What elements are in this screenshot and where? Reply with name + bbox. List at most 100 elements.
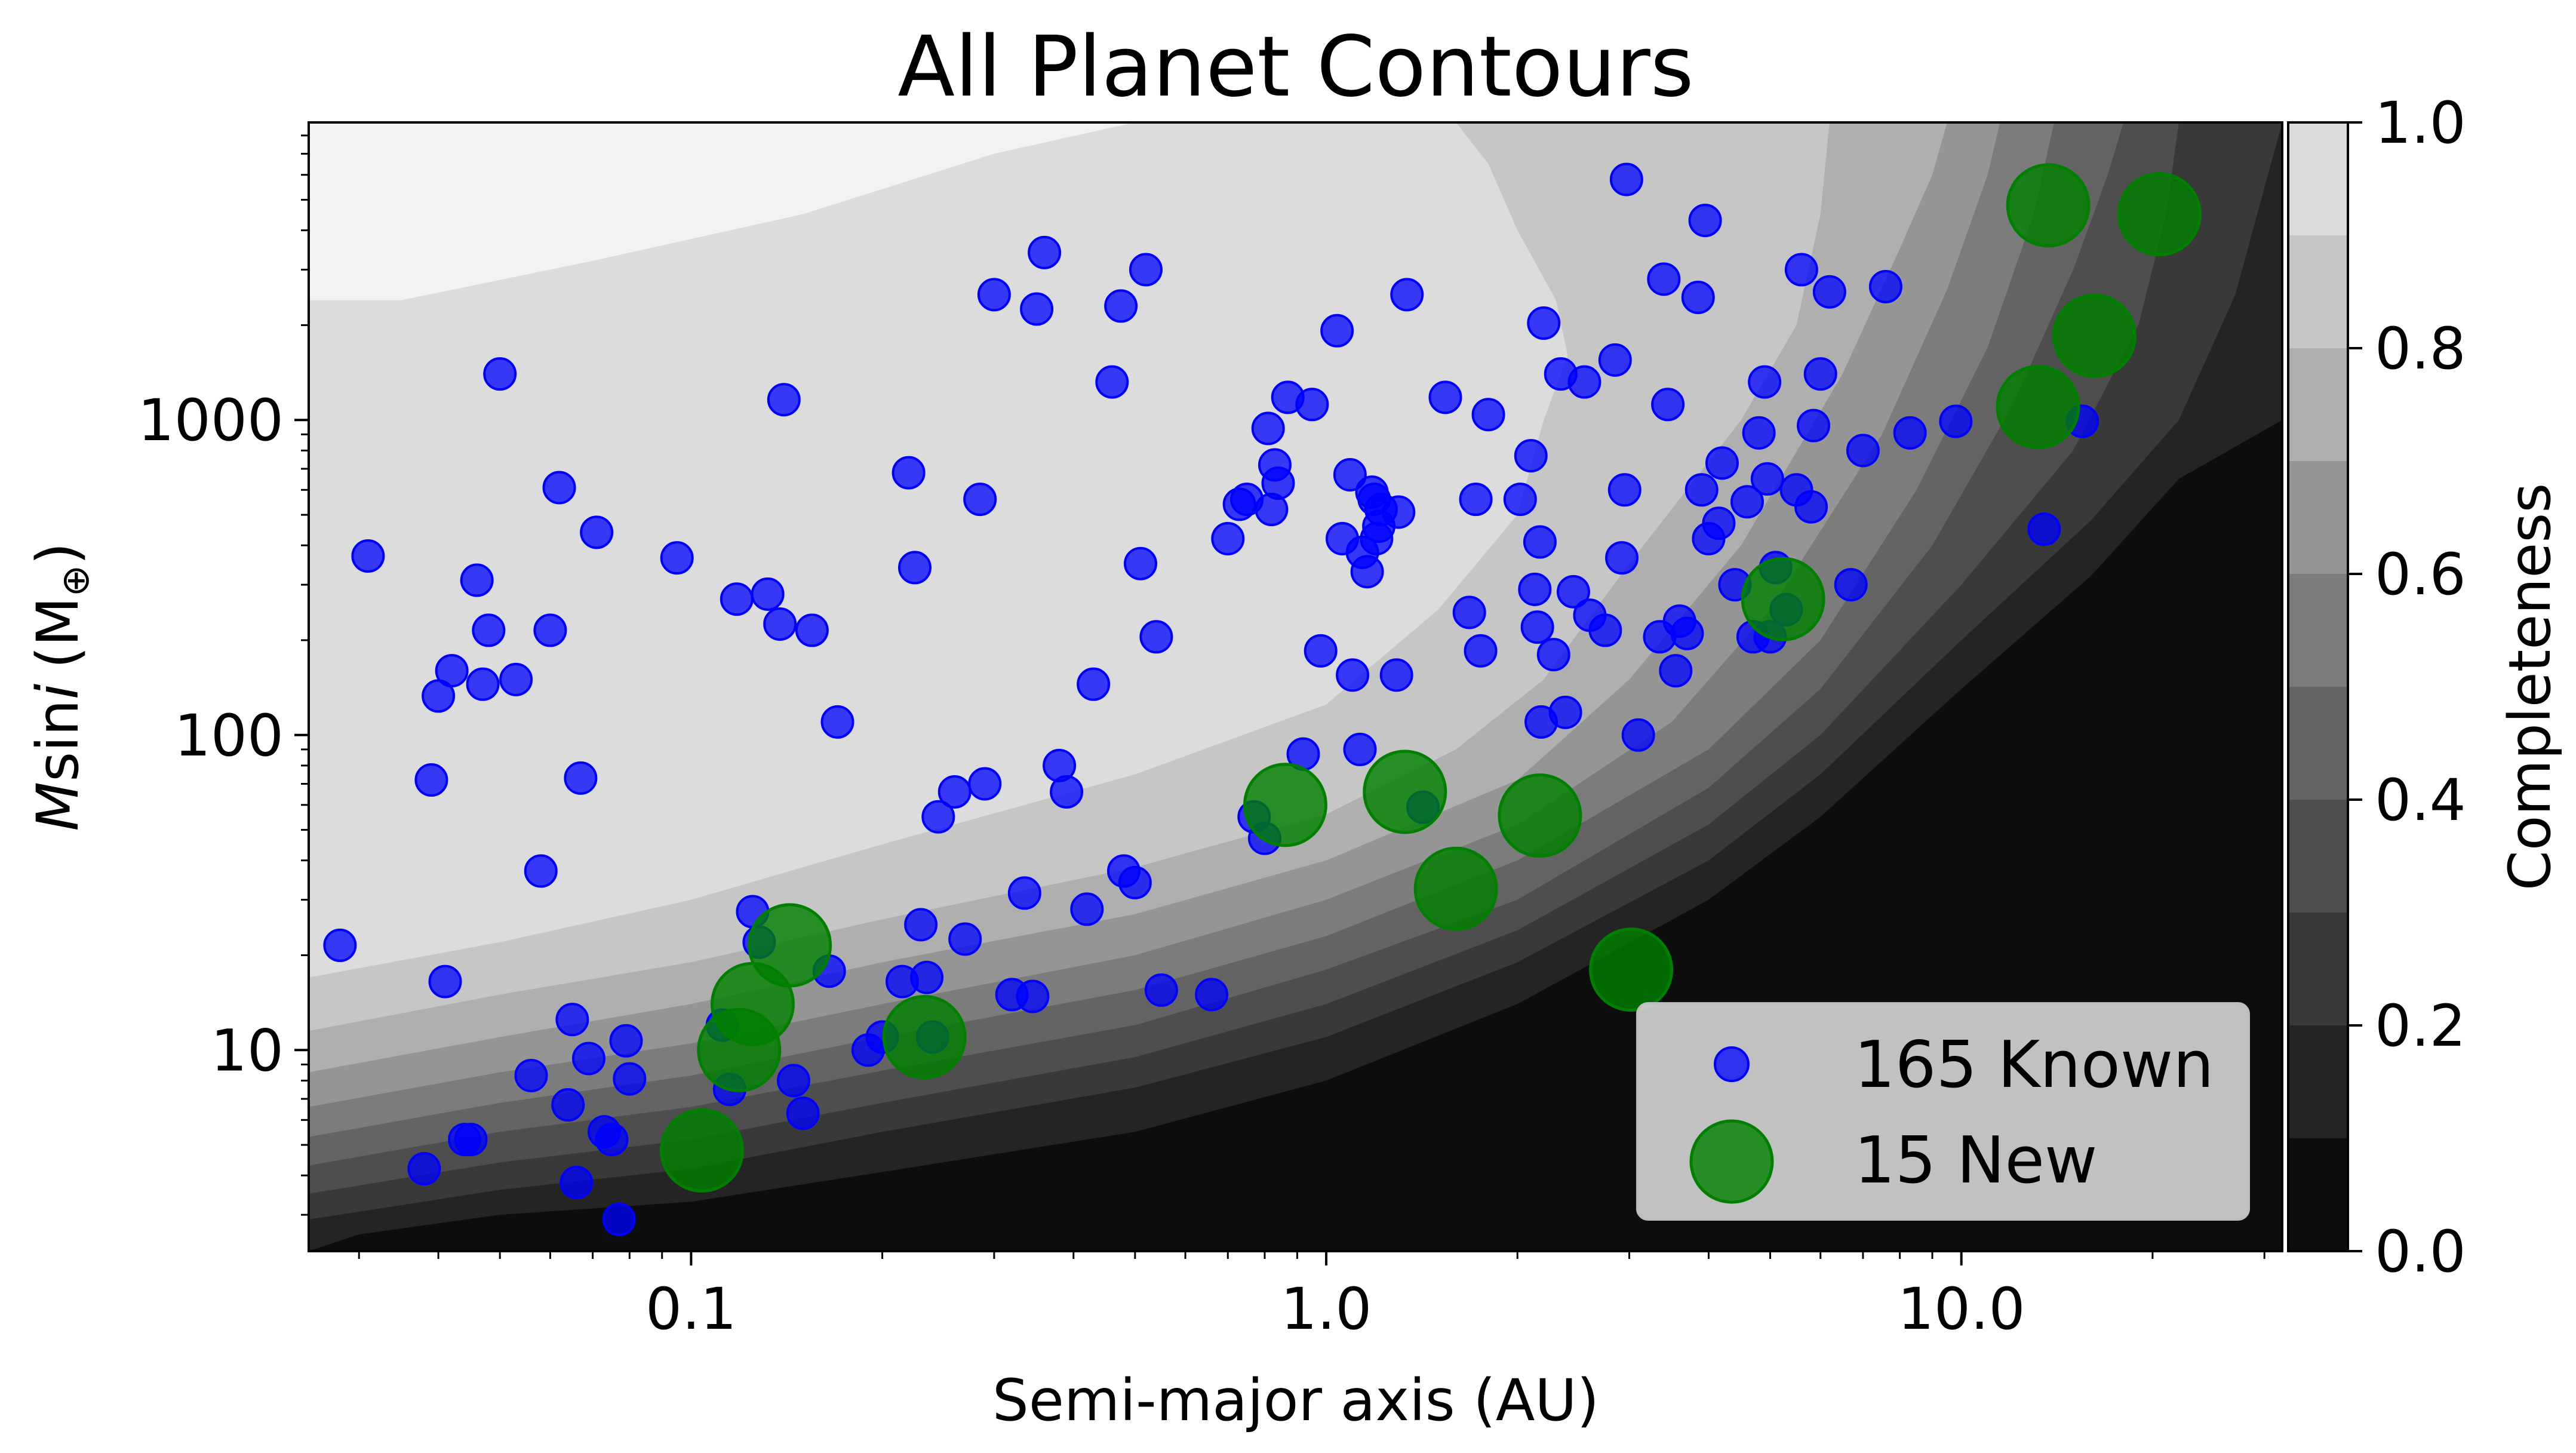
known-planet-point bbox=[514, 1058, 548, 1092]
known-planet-point bbox=[483, 357, 517, 391]
contour-band-9 bbox=[309, 122, 1568, 978]
known-planet-point bbox=[609, 1024, 643, 1058]
known-planet-point bbox=[1794, 490, 1828, 524]
colorbar-band bbox=[2288, 461, 2348, 574]
legend-known-label: 165 Known bbox=[1854, 1028, 2214, 1102]
known-planet-point bbox=[767, 383, 801, 417]
known-planet-point bbox=[428, 964, 462, 999]
colorbar-band bbox=[2288, 1025, 2348, 1138]
x-tick-label: 1.0 bbox=[1281, 1276, 1372, 1343]
known-planet-point bbox=[1651, 388, 1685, 422]
x-tick-label: 10.0 bbox=[1898, 1276, 2025, 1343]
known-planet-point bbox=[414, 763, 448, 797]
known-planet-point bbox=[795, 613, 829, 647]
known-planet-point bbox=[1742, 416, 1776, 450]
known-planet-point bbox=[1784, 253, 1818, 287]
known-planet-point bbox=[1304, 634, 1338, 668]
known-planet-point bbox=[1016, 979, 1050, 1013]
known-planet-point bbox=[820, 705, 854, 739]
known-planet-point bbox=[351, 539, 385, 573]
known-planet-point bbox=[977, 278, 1011, 312]
colorbar-bands bbox=[2288, 122, 2348, 1251]
known-planet-point bbox=[524, 854, 558, 888]
known-planet-point bbox=[555, 1003, 589, 1037]
known-planet-point bbox=[1104, 289, 1138, 323]
known-planet-point bbox=[921, 800, 955, 834]
known-planet-point bbox=[1295, 388, 1329, 422]
colorbar-band bbox=[2288, 687, 2348, 800]
known-planet-point bbox=[1320, 314, 1354, 348]
known-planet-point bbox=[1939, 404, 1973, 438]
known-planet-point bbox=[1070, 892, 1104, 926]
known-planet-point bbox=[1336, 658, 1370, 692]
known-planet-point bbox=[613, 1062, 647, 1096]
colorbar-tick-label: 0.0 bbox=[2375, 1218, 2466, 1285]
new-planet-point bbox=[2006, 163, 2091, 248]
known-planet-point bbox=[751, 577, 785, 611]
known-planet-point bbox=[910, 960, 944, 994]
known-planet-point bbox=[460, 563, 494, 597]
known-planet-point bbox=[1812, 275, 1846, 309]
known-planet-point bbox=[1527, 306, 1561, 340]
known-planet-point bbox=[1050, 775, 1084, 809]
colorbar-label: Completeness bbox=[2497, 483, 2563, 891]
known-planet-point bbox=[1503, 483, 1537, 517]
y-tick-label: 100 bbox=[174, 702, 284, 769]
colorbar-band bbox=[2288, 913, 2348, 1025]
known-planet-point bbox=[1567, 365, 1601, 399]
chart-title: All Planet Contours bbox=[897, 19, 1693, 116]
known-planet-point bbox=[1390, 278, 1424, 312]
known-planet-point bbox=[660, 541, 694, 575]
known-planet-point bbox=[499, 662, 533, 696]
known-planet-point bbox=[1118, 865, 1152, 899]
known-planet-point bbox=[1730, 485, 1764, 519]
known-planet-point bbox=[1702, 506, 1736, 540]
known-planet-point bbox=[1556, 575, 1590, 609]
known-planet-point bbox=[1705, 446, 1739, 480]
colorbar-band bbox=[2288, 574, 2348, 687]
known-planet-point bbox=[948, 922, 982, 956]
known-planet-point bbox=[1523, 525, 1557, 559]
known-planet-point bbox=[1846, 434, 1880, 468]
known-planet-point bbox=[1621, 718, 1655, 752]
known-planet-point bbox=[1382, 495, 1416, 529]
plot-area bbox=[308, 121, 2283, 1252]
known-planet-point bbox=[1518, 572, 1552, 606]
known-planet-point bbox=[963, 483, 997, 517]
y-axis: 10 100 1000 bbox=[138, 134, 309, 1216]
known-planet-point bbox=[1211, 521, 1245, 555]
known-planet-point bbox=[1868, 269, 1902, 303]
known-planet-point bbox=[1471, 398, 1505, 432]
known-planet-point bbox=[1659, 654, 1693, 688]
known-planet-point bbox=[466, 667, 500, 701]
known-planet-point bbox=[1803, 357, 1837, 391]
colorbar-band bbox=[2288, 1138, 2348, 1251]
known-planet-point bbox=[1028, 235, 1062, 269]
new-planet-point bbox=[660, 1108, 745, 1193]
known-planet-point bbox=[1684, 473, 1719, 507]
y-tick-label: 10 bbox=[211, 1017, 284, 1084]
new-planet-point bbox=[1363, 749, 1447, 834]
known-planet-point bbox=[1834, 568, 1868, 602]
known-planet-point bbox=[1333, 457, 1367, 491]
new-planet-point bbox=[882, 994, 967, 1079]
known-planet-point bbox=[937, 775, 972, 809]
y-axis-label-sin: sin bbox=[24, 699, 91, 782]
known-planet-point bbox=[1520, 610, 1554, 644]
new-planet-point bbox=[1741, 557, 1825, 641]
known-planet-point bbox=[1007, 876, 1041, 910]
colorbar-band bbox=[2288, 122, 2348, 235]
new-planet-point bbox=[748, 903, 832, 988]
legend-new-marker bbox=[1689, 1119, 1774, 1204]
known-planet-point bbox=[897, 551, 932, 585]
known-planet-point bbox=[968, 767, 1002, 801]
colorbar-band bbox=[2288, 348, 2348, 461]
known-planet-point bbox=[1514, 439, 1548, 473]
known-planet-point bbox=[551, 1088, 585, 1122]
known-planet-point bbox=[580, 515, 614, 549]
x-tick-label: 0.1 bbox=[645, 1276, 737, 1343]
new-planet-point bbox=[1413, 846, 1498, 931]
known-planet-point bbox=[564, 761, 598, 795]
known-planet-point bbox=[1452, 595, 1486, 629]
